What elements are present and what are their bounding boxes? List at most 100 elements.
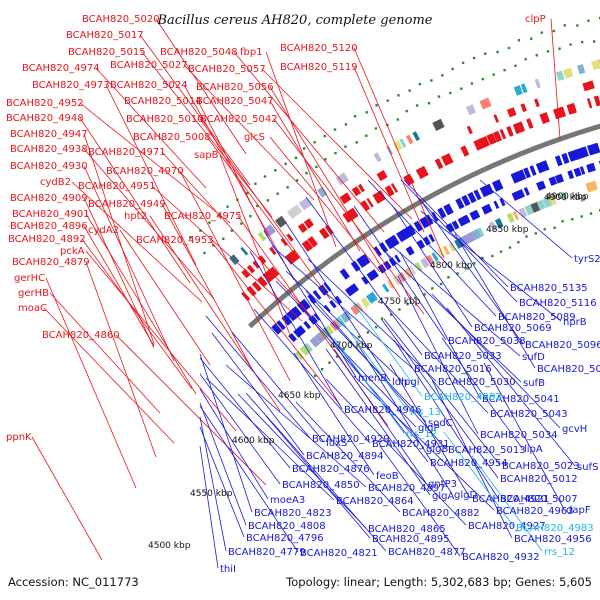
gene-feature (269, 246, 277, 256)
genome-backbone (248, 123, 600, 329)
gene-feature (348, 207, 359, 220)
gene-label-reverse: BCAH820_4921 (472, 494, 550, 505)
gene-feature (459, 234, 471, 246)
gene-label-rna: BCAH820_4983 (516, 523, 594, 534)
gene-feature (493, 200, 500, 209)
gene-label-forward: BCAH820_4892 (8, 234, 86, 245)
gc-dot (266, 199, 270, 202)
gene-feature (295, 350, 305, 361)
gene-label-reverse: thiI (220, 564, 236, 575)
leader-line-reverse (367, 179, 497, 317)
leader-line-reverse (403, 179, 509, 288)
gc-dot (484, 52, 487, 55)
leader-line-forward (161, 151, 313, 318)
gene-feature (319, 227, 330, 240)
gene-feature (390, 234, 400, 246)
leader-line-rna (443, 431, 515, 528)
gene-label-reverse: BCAH820_5096 (525, 340, 600, 351)
leader-line-reverse (305, 290, 447, 450)
gc-dot (464, 267, 467, 270)
leader-line-rna (333, 337, 405, 434)
gc-dot (303, 147, 306, 150)
gene-label-reverse: BCAH820_5030 (438, 377, 516, 388)
gc-dot (375, 104, 378, 107)
gc-dot (398, 308, 401, 311)
gene-label-reverse: BCAH820_4865 (368, 524, 446, 535)
leader-line-reverse (199, 353, 253, 513)
leader-line-forward (79, 102, 231, 224)
gc-dot (431, 287, 434, 290)
gc-dot (418, 82, 422, 86)
leader-line-reverse (441, 337, 523, 449)
gc-dot (569, 43, 572, 46)
leader-line-reverse (285, 222, 391, 382)
gene-label-reverse: BCAH820_4850 (282, 480, 360, 491)
gene-label-forward: BCAH820_4974 (22, 63, 100, 74)
leader-line-reverse (285, 270, 403, 382)
gc-dot (461, 61, 465, 65)
gene-feature (467, 191, 477, 204)
gene-label-forward: BCAH820_5027 (110, 60, 188, 71)
gene-label-forward: BCAH820_4971 (88, 147, 166, 158)
gene-feature (390, 183, 399, 193)
gene-label-forward: BCAH820_5119 (280, 62, 358, 73)
gc-dot (226, 205, 229, 208)
gene-feature (582, 81, 592, 92)
gene-label-forward: BCAH820_4951 (78, 181, 156, 192)
gc-dot (593, 40, 596, 43)
gene-label-reverse: glgP (418, 423, 440, 434)
gene-label-reverse: BCAH820_4894 (306, 451, 384, 462)
kbp-tick-label: 4700 kbp (330, 341, 373, 351)
gene-label-forward: clpP (525, 14, 546, 25)
gene-label-forward: cydB2 (40, 177, 71, 188)
gene-feature (366, 291, 378, 304)
gene-feature (518, 207, 528, 218)
leader-line-forward (81, 238, 193, 390)
gene-label-reverse: glgA (432, 491, 454, 502)
leader-line-forward (273, 118, 425, 315)
gene-label-reverse: dapF (566, 505, 591, 516)
gene-feature (361, 275, 370, 285)
gene-feature (473, 189, 482, 201)
gc-dot (408, 89, 411, 92)
gene-feature (414, 261, 423, 272)
gc-dot (324, 158, 327, 161)
gene-label-reverse: BCAH820_4823 (254, 508, 332, 519)
gene-feature (271, 323, 283, 335)
gc-dot (507, 46, 511, 50)
gene-feature (437, 207, 447, 219)
gene-feature (425, 254, 435, 265)
gc-dot (580, 215, 583, 218)
gene-label-reverse: BCAH820_5007 (500, 494, 578, 505)
gene-feature (422, 236, 431, 246)
gene-feature (420, 257, 430, 269)
gene-feature (419, 216, 431, 229)
gene-label-reverse: luxS (326, 438, 347, 449)
gene-feature (405, 134, 414, 145)
gene-feature (506, 125, 514, 137)
leader-line-forward (83, 197, 155, 349)
gene-label-rna: BCAH820_4982 (424, 392, 502, 403)
leader-line-reverse (271, 245, 413, 369)
gc-dot (374, 326, 378, 329)
gene-feature (559, 106, 567, 117)
gene-feature (577, 64, 586, 75)
gene-feature (448, 242, 457, 252)
leader-line-forward (161, 203, 253, 370)
leader-line-forward (85, 213, 197, 395)
gc-dot (323, 134, 326, 138)
gc-dot (203, 251, 206, 255)
gc-dot (406, 302, 409, 306)
gene-feature (516, 169, 527, 181)
gene-label-forward: BCAH820_4970 (106, 166, 184, 177)
gc-dot (284, 162, 287, 166)
gene-feature (339, 310, 352, 323)
kbp-tick-label: 4800 kbp (430, 261, 473, 271)
gc-dot (286, 186, 289, 189)
gene-label-reverse: BCAH820_4927 (468, 521, 546, 532)
gene-label-reverse: BCAH820_5012 (500, 474, 578, 485)
gene-label-reverse: BCAH820_4897 (368, 483, 446, 494)
leader-line-reverse (389, 363, 471, 499)
gene-label-reverse: BCAH820_5041 (482, 394, 560, 405)
